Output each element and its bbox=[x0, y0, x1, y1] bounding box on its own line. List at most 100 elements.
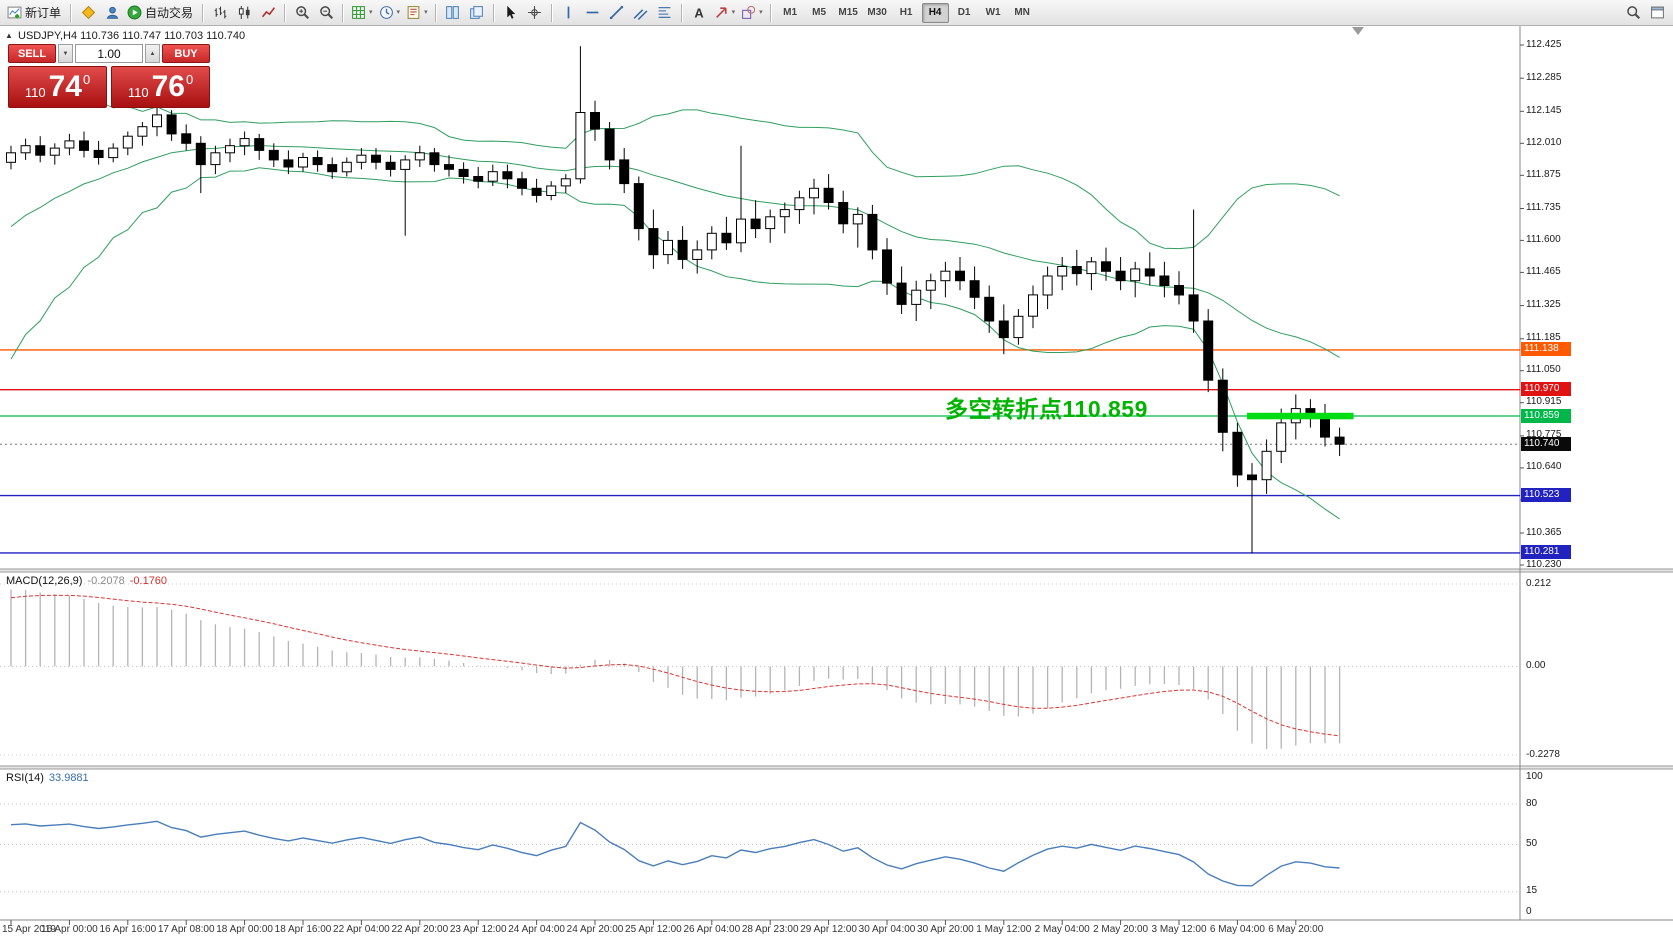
chevron-down-icon: ▾ bbox=[396, 8, 401, 16]
macd-panel-splitter[interactable] bbox=[0, 568, 1673, 573]
candle bbox=[1203, 309, 1214, 393]
candle bbox=[1013, 309, 1024, 345]
macd-value-signal: -0.1760 bbox=[129, 575, 168, 587]
buy-price-button[interactable]: 110 76 0 bbox=[111, 66, 210, 108]
arrows-button[interactable]: ▾ bbox=[711, 2, 739, 24]
periods-button[interactable]: ▾ bbox=[376, 2, 404, 24]
candlestick-chart-icon bbox=[237, 5, 252, 20]
time-axis-label: 3 May 12:00 bbox=[1151, 924, 1207, 935]
support-zone-highlight[interactable] bbox=[1247, 412, 1354, 420]
candle bbox=[546, 181, 557, 201]
candle bbox=[896, 266, 907, 314]
candle bbox=[1232, 422, 1243, 487]
chart-shift-marker-icon[interactable] bbox=[1352, 27, 1364, 35]
candle bbox=[371, 148, 381, 170]
timeframe-h1-button[interactable]: H1 bbox=[893, 3, 920, 23]
rsi-scale-label: 100 bbox=[1526, 770, 1543, 782]
candle bbox=[633, 176, 644, 241]
cursor-button[interactable] bbox=[499, 2, 523, 24]
bar-chart-button[interactable] bbox=[208, 2, 232, 24]
candle bbox=[560, 174, 571, 194]
zoom-out-button[interactable] bbox=[314, 2, 338, 24]
indicators-button[interactable]: ▾ bbox=[348, 2, 376, 24]
buy-button[interactable]: BUY bbox=[162, 44, 210, 63]
equidistant-channel-button[interactable] bbox=[629, 2, 653, 24]
new-window-button[interactable] bbox=[1645, 2, 1669, 24]
candle bbox=[487, 164, 498, 186]
templates-button[interactable]: ▾ bbox=[403, 2, 431, 24]
indicators-icon bbox=[351, 5, 366, 20]
time-axis-label: 29 Apr 12:00 bbox=[800, 924, 857, 935]
candle bbox=[1320, 403, 1330, 447]
candle bbox=[502, 164, 513, 189]
volume-increase-button[interactable]: ▲ bbox=[145, 44, 160, 63]
chart-annotation[interactable]: 多空转折点110.859 bbox=[945, 396, 1148, 422]
trendline-button[interactable] bbox=[605, 2, 629, 24]
crosshair-button[interactable] bbox=[523, 2, 547, 24]
candle bbox=[955, 257, 965, 291]
rsi-panel-canvas bbox=[0, 803, 1520, 893]
candle bbox=[137, 122, 148, 146]
candle bbox=[911, 280, 922, 321]
timeframe-w1-button[interactable]: W1 bbox=[980, 3, 1007, 23]
candle bbox=[444, 155, 454, 177]
zoom-in-button[interactable] bbox=[290, 2, 314, 24]
candle bbox=[1071, 249, 1082, 286]
text-label-button[interactable]: A bbox=[687, 2, 711, 24]
timeframe-m5-button[interactable]: M5 bbox=[806, 3, 833, 23]
candle bbox=[341, 157, 352, 177]
timeframe-d1-button[interactable]: D1 bbox=[951, 3, 978, 23]
candle bbox=[648, 209, 659, 269]
timeframe-mn-button[interactable]: MN bbox=[1009, 3, 1036, 23]
buy-price-pips: 76 bbox=[151, 70, 185, 103]
rsi-panel-splitter[interactable] bbox=[0, 765, 1673, 770]
svg-text:A: A bbox=[695, 5, 704, 20]
price-tick-label: 111.600 bbox=[1526, 233, 1561, 245]
candle bbox=[531, 178, 542, 203]
fibonacci-retracement-button[interactable] bbox=[653, 2, 677, 24]
macd-scale-label: -0.2278 bbox=[1526, 748, 1560, 760]
time-axis-label: 1 May 12:00 bbox=[976, 924, 1032, 935]
rsi-title: RSI(14) bbox=[6, 772, 44, 784]
auto-trading-button[interactable]: 自动交易 bbox=[124, 2, 198, 24]
volume-input[interactable] bbox=[75, 44, 143, 63]
candle bbox=[108, 143, 119, 163]
search-button[interactable] bbox=[1621, 2, 1645, 24]
timeframe-m15-button[interactable]: M15 bbox=[835, 3, 862, 23]
sell-price-button[interactable]: 110 74 0 bbox=[8, 66, 107, 108]
candle bbox=[706, 226, 717, 260]
candle bbox=[239, 131, 250, 156]
candle bbox=[195, 136, 206, 194]
collapse-trade-panel-icon[interactable]: ▲ bbox=[5, 31, 13, 40]
candle bbox=[1174, 271, 1184, 305]
toolbar-separator bbox=[202, 3, 205, 22]
cursor-icon bbox=[503, 5, 518, 20]
chevron-down-icon: ▾ bbox=[759, 8, 763, 16]
one-click-trading-panel: SELL ▼ ▲ BUY 110 74 0 110 76 0 bbox=[8, 44, 210, 108]
shapes-button[interactable]: ▾ bbox=[738, 2, 766, 24]
sell-button[interactable]: SELL bbox=[8, 44, 56, 63]
candle bbox=[1217, 368, 1228, 452]
vertical-line-button[interactable] bbox=[557, 2, 581, 24]
horizontal-line-button[interactable] bbox=[581, 2, 605, 24]
level-tag-110281: 110.281 bbox=[1521, 545, 1571, 560]
candle bbox=[6, 145, 16, 170]
new-order-button[interactable]: 新订单 bbox=[4, 2, 66, 24]
tile-windows-button[interactable] bbox=[441, 2, 465, 24]
templates-icon bbox=[406, 5, 421, 20]
cascade-windows-button[interactable] bbox=[465, 2, 489, 24]
candle bbox=[779, 202, 790, 234]
candle bbox=[473, 167, 484, 189]
candlestick-chart-button[interactable] bbox=[232, 2, 256, 24]
timeframe-m1-button[interactable]: M1 bbox=[777, 3, 804, 23]
candle bbox=[998, 304, 1009, 355]
time-axis-label: 30 Apr 20:00 bbox=[917, 924, 974, 935]
timeframe-m30-button[interactable]: M30 bbox=[864, 3, 891, 23]
line-chart-button[interactable] bbox=[256, 2, 280, 24]
volume-decrease-button[interactable]: ▼ bbox=[58, 44, 73, 63]
profile-button[interactable] bbox=[100, 2, 124, 24]
zoom-out-icon bbox=[319, 5, 334, 20]
symbols-button[interactable] bbox=[76, 2, 100, 24]
timeframe-h4-button[interactable]: H4 bbox=[921, 2, 949, 23]
